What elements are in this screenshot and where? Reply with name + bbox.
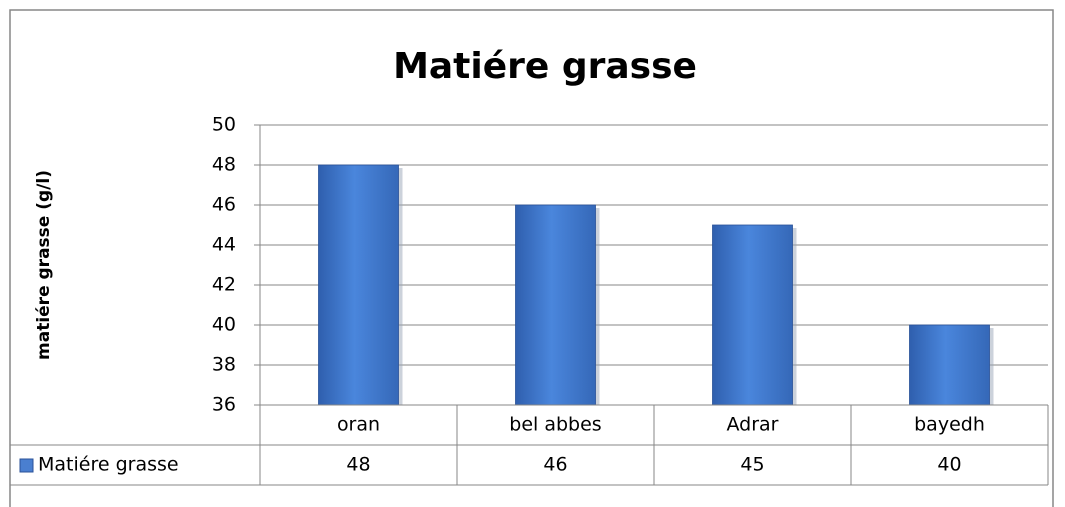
legend-label: Matiére grasse [38, 454, 179, 476]
x-tick-label: oran [337, 414, 380, 436]
table-value: 48 [346, 454, 370, 476]
legend-swatch [19, 458, 34, 473]
bar [318, 164, 399, 406]
x-tick-label: bel abbes [509, 414, 601, 436]
y-axis-title: matiére grasse (g/l) [34, 170, 54, 360]
chart-title: Matiére grasse [393, 46, 697, 87]
bar [712, 224, 793, 406]
x-tick-label: bayedh [914, 414, 985, 436]
y-tick-label: 46 [212, 194, 236, 216]
y-tick-label: 44 [212, 234, 236, 256]
bar [515, 204, 596, 406]
table-value: 40 [937, 454, 961, 476]
y-tick-label: 36 [212, 394, 236, 416]
bar [909, 324, 990, 406]
x-tick-label: Adrar [727, 414, 779, 436]
table-value: 45 [740, 454, 764, 476]
y-tick-label: 42 [212, 274, 236, 296]
y-tick-label: 48 [212, 154, 236, 176]
y-tick-label: 38 [212, 354, 236, 376]
y-tick-label: 50 [212, 114, 236, 136]
y-tick-label: 40 [212, 314, 236, 336]
table-value: 46 [543, 454, 567, 476]
